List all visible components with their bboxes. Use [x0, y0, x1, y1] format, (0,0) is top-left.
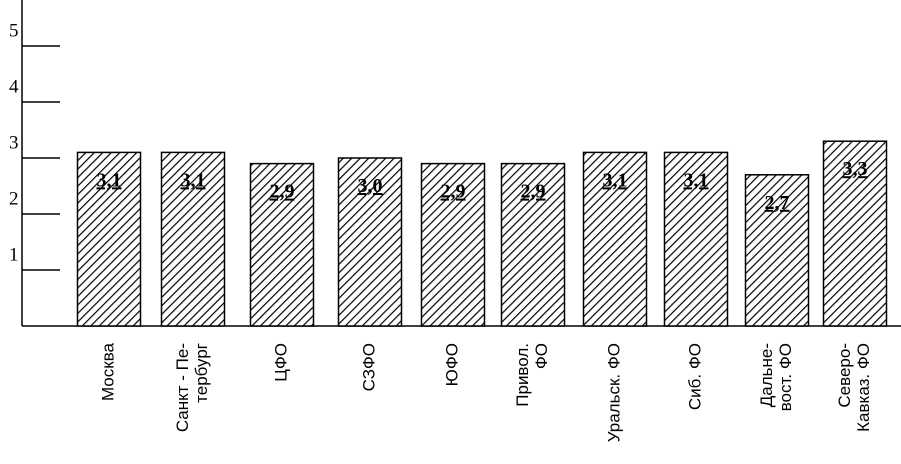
y-tick-label: 3 — [9, 132, 19, 153]
category-label-2: Санкт - Пе-тербург — [173, 343, 211, 432]
data-label: 2,7 — [765, 192, 790, 214]
bar-3 — [249, 162, 315, 327]
category-labels: Москва Санкт - Пе-тербург ЦФО СЗФО ЮФО Привол… — [98, 342, 873, 442]
category-label-10: Северо-Кавказ. ФО — [835, 343, 873, 432]
data-label: 2,9 — [441, 181, 466, 203]
data-label: 3,0 — [358, 175, 383, 197]
category-label-1: Москва — [98, 342, 117, 401]
category-label-4: СЗФО — [359, 343, 378, 391]
category-label-5: ЮФО — [442, 343, 461, 386]
category-label: ЮФО — [442, 343, 461, 386]
category-label-8: Сиб. ФО — [685, 343, 704, 410]
bar-1 — [76, 151, 142, 327]
bar-5 — [420, 162, 486, 327]
data-label: 3,1 — [684, 169, 709, 191]
data-label: 3,1 — [97, 169, 122, 191]
category-label-7: Уральск. ФО — [604, 343, 623, 442]
y-tick-label: 5 — [9, 20, 19, 41]
data-label: 3,3 — [843, 158, 868, 180]
category-label: Санкт - Пе-тербург — [173, 343, 211, 432]
category-label: СЗФО — [359, 343, 378, 391]
category-label: ЦФО — [271, 343, 290, 382]
y-tick-label: 1 — [9, 244, 19, 265]
bars — [76, 140, 888, 327]
category-label-9: Дальне-вост. ФО — [757, 343, 795, 411]
category-label-6: Привол.ФО — [513, 343, 551, 407]
category-label: Дальне-вост. ФО — [757, 343, 795, 411]
category-label-3: ЦФО — [271, 343, 290, 382]
category-label: Москва — [98, 342, 117, 401]
bar-4 — [337, 157, 403, 327]
data-label: 2,9 — [270, 181, 295, 203]
bar-8 — [663, 151, 729, 327]
y-tick-label: 4 — [9, 76, 19, 97]
bar-9 — [744, 174, 810, 327]
bar-10 — [822, 140, 888, 327]
category-label: Северо-Кавказ. ФО — [835, 343, 873, 432]
category-label: Привол.ФО — [513, 343, 551, 407]
bar-2 — [160, 151, 226, 327]
bar-6 — [500, 162, 566, 327]
category-label: Сиб. ФО — [685, 343, 704, 410]
category-label: Уральск. ФО — [604, 343, 623, 442]
data-labels: 3,1 3,1 2,9 3,0 2,9 2,9 3,1 3,1 2,7 3,3 — [97, 158, 868, 214]
data-label: 3,1 — [181, 169, 206, 191]
y-tick-label: 2 — [9, 188, 19, 209]
data-label: 2,9 — [521, 181, 546, 203]
bar-7 — [582, 151, 648, 327]
data-label: 3,1 — [603, 169, 628, 191]
